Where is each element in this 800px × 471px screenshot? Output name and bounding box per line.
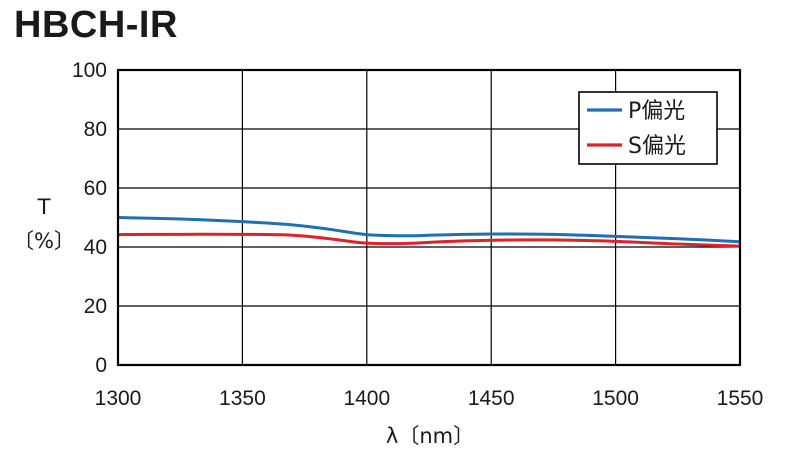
x-tick-labels: 1300 1350 1400 1450 1500 1550 bbox=[95, 387, 764, 410]
plot-frame bbox=[116, 68, 742, 367]
y-tick-labels: 0 20 40 60 80 100 bbox=[72, 59, 107, 377]
x-axis-label: λ〔nm〕 bbox=[386, 424, 474, 448]
x-tick-label-1350: 1350 bbox=[219, 387, 266, 410]
x-tick-label-1300: 1300 bbox=[95, 387, 142, 410]
series-layer bbox=[117, 216, 741, 248]
legend-box bbox=[578, 91, 718, 165]
x-tick-label-1500: 1500 bbox=[592, 387, 639, 410]
chart-title: HBCH-IR bbox=[14, 4, 178, 46]
legend-label-p: P偏光 bbox=[628, 99, 685, 124]
y-tick-label-80: 80 bbox=[84, 118, 107, 141]
x-tick-label-1450: 1450 bbox=[468, 387, 515, 410]
x-tick-label-1400: 1400 bbox=[343, 387, 390, 410]
y-axis-label-line2: 〔%〕 bbox=[13, 229, 75, 253]
y-tick-label-20: 20 bbox=[84, 295, 107, 318]
x-tick-label-1550: 1550 bbox=[717, 387, 764, 410]
y-tick-label-40: 40 bbox=[84, 236, 107, 259]
y-tick-label-60: 60 bbox=[84, 177, 107, 200]
series-line-p bbox=[117, 216, 741, 244]
y-axis-label-line1: T bbox=[37, 195, 51, 219]
y-tick-label-0: 0 bbox=[95, 354, 107, 377]
legend: P偏光 S偏光 bbox=[578, 91, 718, 165]
legend-label-s: S偏光 bbox=[628, 134, 686, 159]
series-line-s bbox=[117, 232, 741, 248]
y-tick-label-100: 100 bbox=[72, 59, 107, 82]
